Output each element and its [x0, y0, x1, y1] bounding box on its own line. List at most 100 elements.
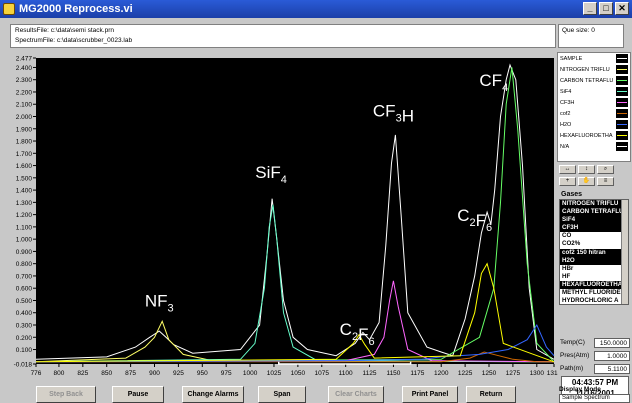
x-tick-label: 1200	[434, 370, 449, 377]
legend-item: SiF4	[558, 86, 630, 97]
y-tick-label: 2.200	[16, 89, 33, 96]
legend-label: CF3H	[560, 100, 574, 106]
legend-item: cof2	[558, 108, 630, 119]
y-tick-label: 0.400	[16, 310, 33, 317]
legend-item: H2O	[558, 119, 630, 130]
change-alarms-button[interactable]: Change Alarms	[182, 386, 244, 403]
y-tick-label: 1.800	[16, 139, 33, 146]
y-tick-label: 2.100	[16, 102, 33, 109]
y-tick-label: 1.600	[16, 163, 33, 170]
y-tick-label: 1.700	[16, 151, 33, 158]
gas-list-item[interactable]: CF3H	[560, 224, 628, 232]
legend-label: H2O	[560, 122, 571, 128]
window-controls: _ □ ✕	[583, 2, 629, 15]
gas-list-item[interactable]: CARBON TETRAFLU	[560, 208, 628, 216]
pres-field[interactable]: 1.0000	[594, 351, 630, 361]
temp-row: Temp(C) 150.0000	[560, 336, 630, 349]
legend-label: CARBON TETRAFLU	[560, 78, 613, 84]
y-tick-label: 0.600	[16, 286, 33, 293]
legend-label: cof2	[560, 111, 570, 117]
return-button[interactable]: Return	[466, 386, 516, 403]
y-tick-label: 0.700	[16, 273, 33, 280]
y-tick-label: 1.000	[16, 237, 33, 244]
plot-legend: SAMPLE NITROGEN TRIFLU CARBON TETRAFLU SiF4…	[557, 52, 631, 162]
graph-tools: ↔ ↕ ⌕ + ✋ ≡	[559, 164, 631, 186]
y-tick-label: 0.900	[16, 249, 33, 256]
gas-list-item[interactable]: HYDROCHLORIC A	[560, 297, 628, 305]
gas-parameters: Temp(C) 150.0000 Pres(Atm) 1.0000 Path(m…	[560, 336, 630, 375]
legend-item: SAMPLE	[558, 53, 630, 64]
gas-list-item[interactable]: SiF4	[560, 216, 628, 224]
x-tick-label: 1075	[315, 370, 330, 377]
gas-list-item[interactable]: METHYL FLUORIDE	[560, 289, 628, 297]
temp-label: Temp(C)	[560, 339, 585, 346]
pres-row: Pres(Atm) 1.0000	[560, 349, 630, 362]
legend-swatch	[616, 120, 628, 129]
zoom-y-icon[interactable]: ↕	[578, 165, 595, 174]
temp-field[interactable]: 150.0000	[594, 338, 630, 348]
minimize-button[interactable]: _	[583, 2, 597, 15]
chart-svg: -0.018 0.100 0.200 0.300 0.400 0.500 0.600 0.70…	[0, 52, 558, 394]
y-tick-label: 1.500	[16, 175, 33, 182]
y-tick-label: 1.200	[16, 212, 33, 219]
legend-label: SiF4	[560, 89, 571, 95]
gases-listbox[interactable]: NITROGEN TRIFLU CARBON TETRAFLU SiF4 CF3H CO…	[559, 199, 629, 305]
legend-swatch	[616, 98, 628, 107]
x-tick-label: 1225	[458, 370, 473, 377]
x-tick-label: 1125	[363, 370, 377, 377]
x-tick-label: 1250	[482, 370, 497, 377]
legend-label: NITROGEN TRIFLU	[560, 67, 610, 73]
x-tick-label: 1300	[530, 370, 545, 377]
legend-label: N/A	[560, 144, 569, 150]
gas-list-item[interactable]: HF	[560, 273, 628, 281]
pause-button[interactable]: Pause	[112, 386, 164, 403]
legend-swatch	[616, 87, 628, 96]
gas-list-item[interactable]: HEXAFLUOROETHA	[560, 281, 628, 289]
gas-list-item[interactable]: CO2%	[560, 240, 628, 248]
gas-list-item[interactable]: H2O	[560, 257, 628, 265]
x-tick-label: 1150	[386, 370, 400, 377]
y-tick-label: 2.400	[16, 65, 33, 72]
legend-swatch	[616, 54, 628, 63]
format-icon[interactable]: ≡	[597, 177, 614, 186]
x-tick-label: 825	[77, 370, 88, 377]
spectrum-file-label: SpectrumFile: c:\data\scrubber_0023.lab	[15, 36, 551, 46]
gas-list-item[interactable]: NITROGEN TRIFLU	[560, 200, 628, 208]
zoom-x-icon[interactable]: ↔	[559, 165, 576, 174]
gases-label: Gases	[561, 191, 582, 198]
y-tick-label: 0.200	[16, 335, 33, 342]
y-tick-label: 2.300	[16, 77, 33, 84]
y-tick-label: 2.477	[16, 56, 33, 63]
results-file-label: ResultsFile: c:\data\semi stack.prn	[15, 26, 551, 36]
display-mode-select[interactable]: Sample Spectrum	[559, 394, 630, 403]
gas-list-item[interactable]: cof2 150 hitran	[560, 249, 628, 257]
legend-item: CARBON TETRAFLU	[558, 75, 630, 86]
step-back-button[interactable]: Step Back	[36, 386, 96, 403]
gas-list-item[interactable]: CO	[560, 232, 628, 240]
legend-swatch	[616, 142, 628, 151]
gases-scrollbar[interactable]	[621, 200, 628, 304]
gas-list-item[interactable]: HBr	[560, 265, 628, 273]
y-tick-label: 0.300	[16, 322, 33, 329]
x-tick-label: 850	[101, 370, 112, 377]
x-tick-label: 875	[125, 370, 136, 377]
close-button[interactable]: ✕	[615, 2, 629, 15]
file-info-box: ResultsFile: c:\data\semi stack.prn Spec…	[10, 24, 556, 48]
maximize-button[interactable]: □	[599, 2, 613, 15]
zoom-icon[interactable]: ⌕	[597, 165, 614, 174]
app-icon	[3, 3, 15, 15]
cursor-icon[interactable]: +	[559, 177, 576, 186]
legend-item: NITROGEN TRIFLU	[558, 64, 630, 75]
legend-swatch	[616, 131, 628, 140]
path-field[interactable]: 5.1100	[594, 364, 630, 374]
spectrum-chart[interactable]: -0.018 0.100 0.200 0.300 0.400 0.500 0.600 0.70…	[0, 52, 558, 394]
display-mode-label: Display Mode	[559, 386, 601, 393]
path-label: Path(m)	[560, 365, 583, 372]
clear-charts-button[interactable]: Clear Charts	[328, 386, 384, 403]
print-panel-button[interactable]: Print Panel	[402, 386, 458, 403]
pan-icon[interactable]: ✋	[578, 177, 595, 186]
span-button[interactable]: Span	[258, 386, 306, 403]
x-tick-label: 1318	[547, 370, 558, 377]
legend-swatch	[616, 109, 628, 118]
path-row: Path(m) 5.1100	[560, 362, 630, 375]
